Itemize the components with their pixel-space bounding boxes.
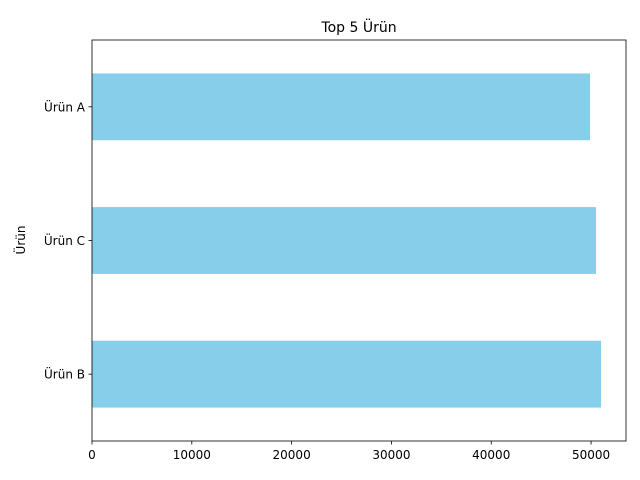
x-tick-label: 30000 [372, 448, 410, 462]
x-tick-label: 20000 [273, 448, 311, 462]
bar-ürün-a [92, 73, 591, 141]
x-tick-label: 40000 [472, 448, 510, 462]
bar-ürün-c [92, 207, 597, 274]
x-tick-label: 0 [88, 448, 96, 462]
bars-layer [92, 73, 602, 408]
y-tick-label: Ürün B [44, 366, 85, 382]
y-tick-label: Ürün C [44, 232, 85, 248]
axes-layer: Ürün A Ürün C Ürün B 0 10000 20000 30000 40000 5… [44, 39, 627, 462]
bar-ürün-b [92, 340, 602, 408]
y-axis-label: Ürün [12, 226, 28, 255]
x-tick-label: 10000 [173, 448, 211, 462]
chart-title: Top 5 Ürün [320, 18, 396, 36]
y-tick-label: Ürün A [44, 98, 86, 114]
x-tick-label: 50000 [572, 448, 610, 462]
plot-frame [91, 39, 627, 442]
